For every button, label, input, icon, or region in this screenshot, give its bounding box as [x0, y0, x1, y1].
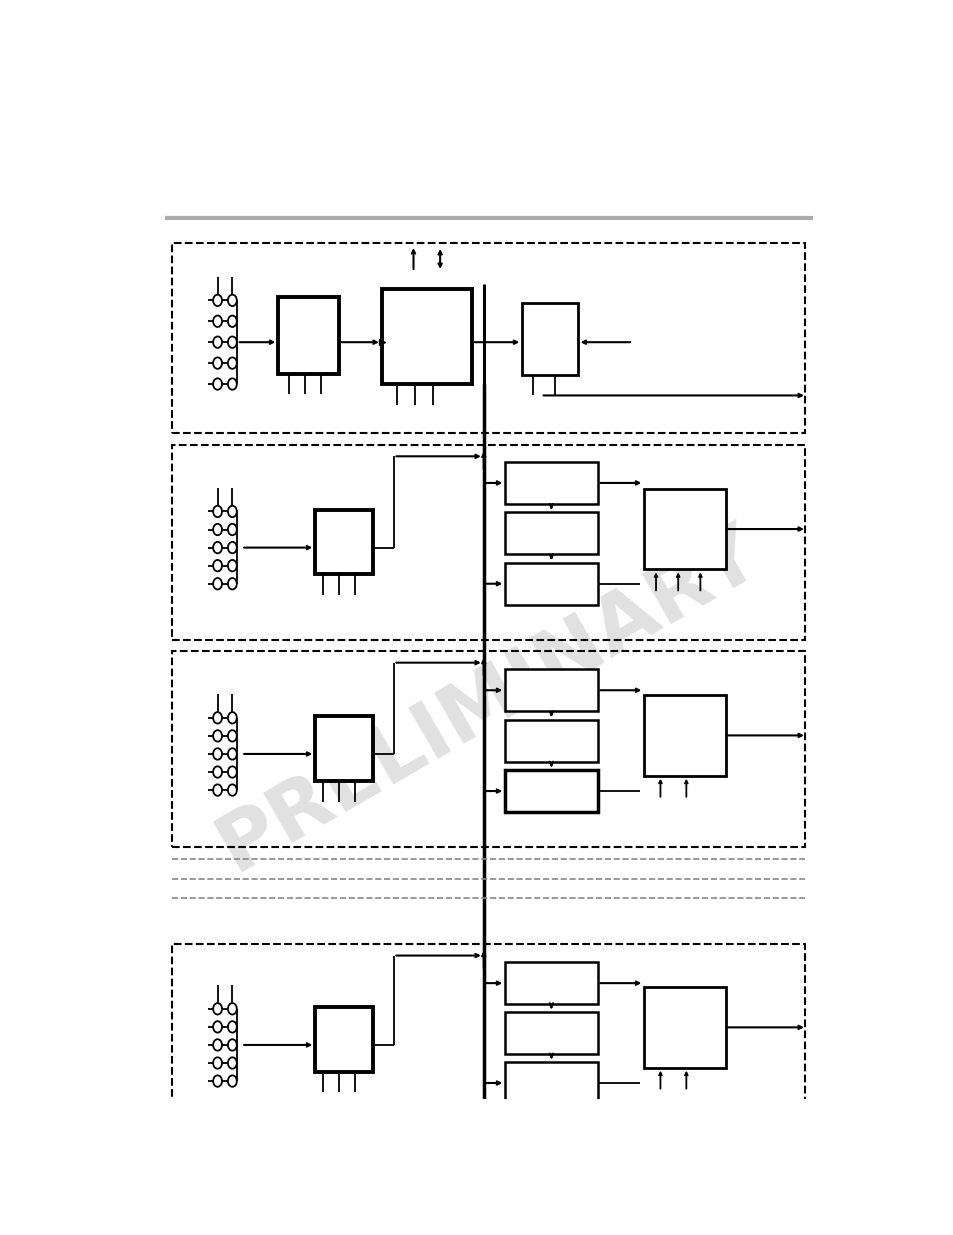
Bar — [172, 445, 804, 640]
Bar — [521, 304, 577, 374]
Bar — [314, 716, 373, 781]
Bar — [505, 1062, 597, 1104]
Bar — [643, 987, 724, 1068]
Bar — [172, 243, 804, 433]
Bar — [505, 513, 597, 555]
Bar — [505, 771, 597, 811]
Text: PRELIMINARY: PRELIMINARY — [204, 513, 773, 887]
Bar — [505, 462, 597, 504]
Bar — [172, 944, 804, 1145]
Bar — [172, 651, 804, 847]
Bar — [505, 720, 597, 762]
Bar — [314, 1007, 373, 1072]
Bar — [381, 289, 472, 384]
Bar — [505, 563, 597, 605]
Bar — [505, 669, 597, 711]
Bar — [278, 298, 338, 373]
Bar — [505, 962, 597, 1004]
Bar — [314, 510, 373, 574]
Bar — [505, 1011, 597, 1053]
Bar — [643, 489, 724, 569]
Bar — [643, 695, 724, 776]
